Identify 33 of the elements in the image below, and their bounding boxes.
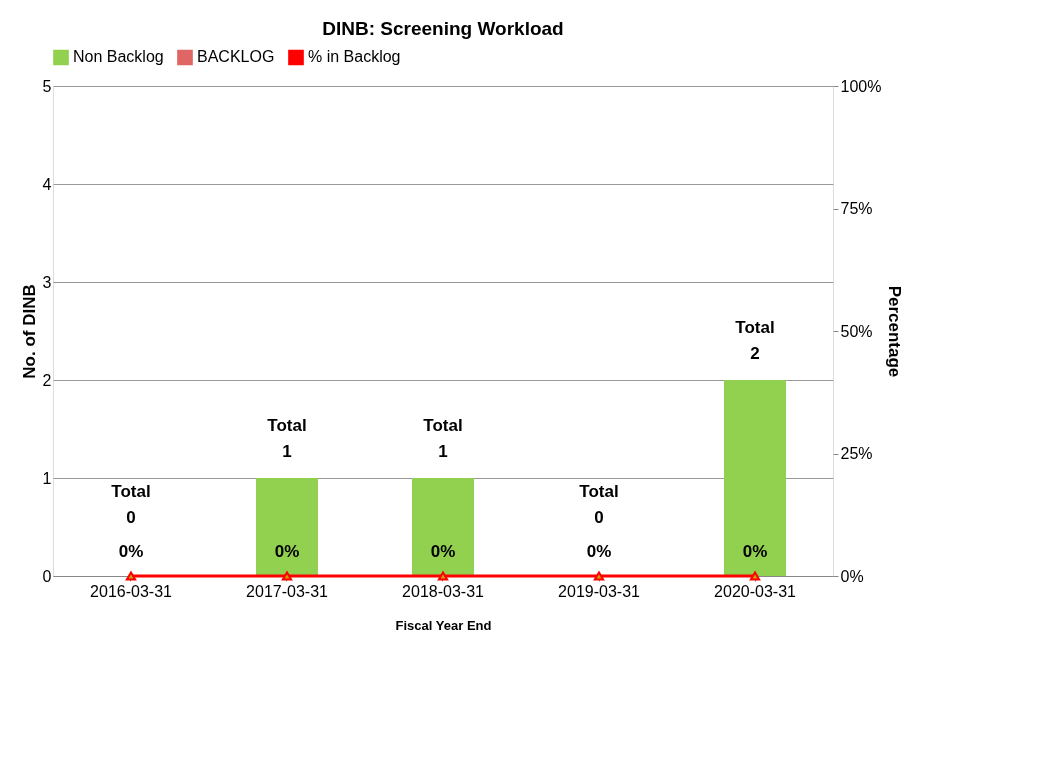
y-tick-label: 0	[42, 567, 52, 585]
legend-label: BACKLOG	[197, 48, 275, 66]
total-label: Total 0	[579, 482, 619, 527]
total-label: Total 1	[423, 416, 463, 461]
y-tick-label: 2	[42, 371, 52, 389]
data-label: 0%	[430, 542, 456, 561]
data-label: 0%	[586, 542, 612, 561]
y-tick-label: 3	[42, 273, 52, 291]
total-label: Total 0	[111, 482, 151, 527]
data-label: 0%	[118, 542, 144, 561]
y2-axis-title: Percentage	[885, 285, 905, 378]
legend-label: % in Backlog	[308, 48, 401, 66]
legend-label: Non Backlog	[73, 48, 164, 66]
x-tick-label: 2017-03-31	[246, 582, 329, 600]
y2-tick-label: 0%	[840, 567, 864, 585]
y-tick-label: 5	[42, 77, 52, 95]
x-tick-label: 2019-03-31	[558, 582, 641, 600]
x-tick-label: 2016-03-31	[90, 582, 173, 600]
y2-tick-label: 25%	[840, 445, 873, 462]
total-label: Total 2	[735, 318, 775, 363]
y-tick-label: 4	[42, 175, 52, 193]
x-axis-title: Fiscal Year End	[395, 617, 492, 633]
x-tick-label: 2018-03-31	[402, 582, 485, 600]
data-label: 0%	[274, 542, 300, 561]
y2-tick-label: 75%	[840, 200, 873, 217]
data-label: 0%	[742, 542, 768, 561]
chart-title: DINB: Screening Workload	[322, 18, 564, 39]
x-tick-label: 2020-03-31	[714, 582, 797, 600]
y2-tick-label: 100%	[840, 77, 882, 95]
y2-tick-label: 50%	[840, 322, 873, 340]
y-axis-title: No. of DINB	[19, 284, 39, 379]
total-label: Total 1	[267, 416, 307, 461]
y-tick-label: 1	[42, 469, 52, 487]
